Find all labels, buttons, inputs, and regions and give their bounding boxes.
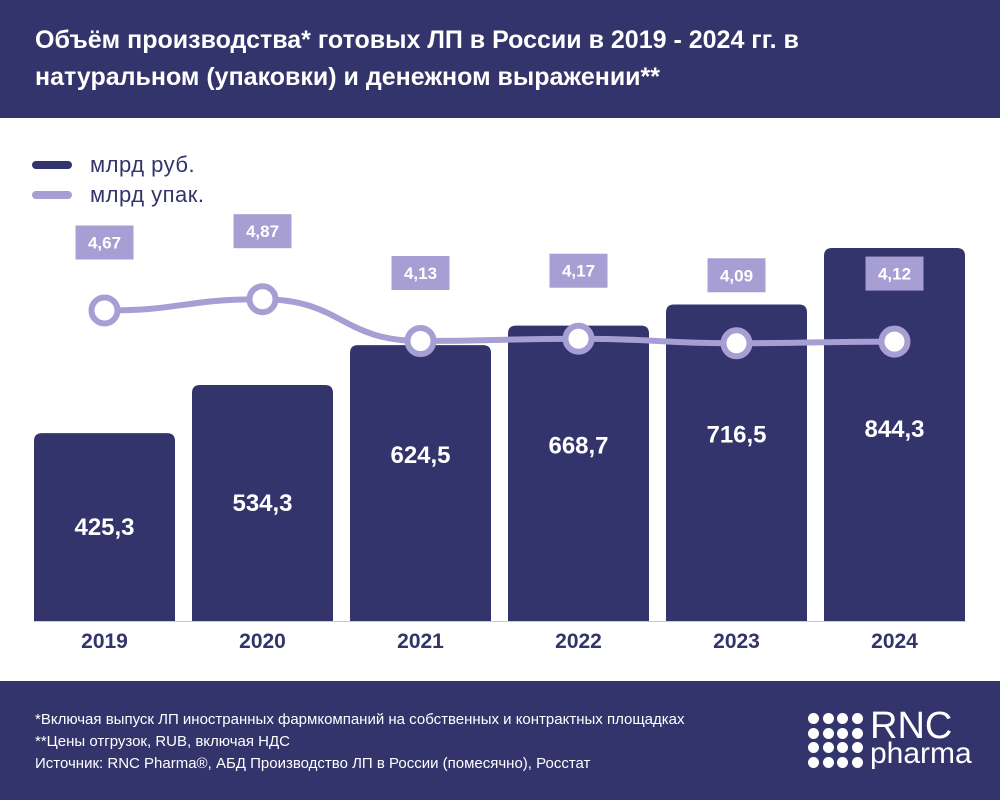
footnote-source: Источник: RNC Pharma®, АБД Производство … [35,755,591,772]
packs-value-label-2023: 4,09 [720,266,753,285]
rub-value-label-2019: 425,3 [74,514,134,541]
point-packs-2022 [562,322,595,355]
packs-label-box-2019 [75,225,134,260]
bar-2020 [192,384,333,621]
logo-dot [837,742,848,753]
logo-dot [837,713,848,724]
logo-dot [851,713,863,724]
logo-dot [822,756,834,768]
logo-dot [822,713,834,724]
legend-label-packs: млрд упак. [90,182,205,207]
x-tick-label-2024: 2024 [871,630,918,653]
logo-dot [808,727,819,739]
logo-dot [822,742,834,753]
packs-value-label-2020: 4,87 [246,222,279,241]
legend-item-packs: млрд упак. [32,180,205,210]
logo-dot [808,742,819,753]
logo-sub-text: pharma [870,737,972,770]
bar-2022 [508,325,649,621]
rub-value-label-2022: 668,7 [548,432,608,459]
legend-item-rub: млрд руб. [32,150,205,180]
footnote-foreign: *Включая выпуск ЛП иностранных фармкомпа… [35,711,685,728]
point-packs-2019 [88,294,121,327]
logo-main-text: RNC [870,705,953,747]
chart-title: Объём производства* готовых ЛП в России … [35,26,799,91]
logo-dot [837,756,848,768]
x-tick-label-2021: 2021 [397,630,444,653]
logo-dot [822,727,834,739]
logo-dot [808,713,819,724]
x-tick-label-2020: 2020 [239,630,286,653]
x-tick-label-2023: 2023 [713,630,760,653]
logo-dot [851,727,863,739]
packs-label-box-2021 [391,256,450,290]
packs-label-box-2023 [707,258,766,293]
bar-2021 [350,345,491,621]
packs-value-label-2021: 4,13 [404,264,437,283]
footer-banner: *Включая выпуск ЛП иностранных фармкомпа… [0,681,1000,800]
point-packs-2023 [720,327,753,360]
legend-swatch-packs [32,191,72,199]
packs-label-box-2024 [865,256,924,291]
packs-value-label-2022: 4,17 [562,262,595,281]
legend-swatch-rub [32,161,72,169]
x-tick-label-2019: 2019 [81,630,128,653]
legend: млрд руб. млрд упак. [32,150,205,210]
logo-dot [851,742,863,753]
rub-value-label-2020: 534,3 [232,490,292,517]
rub-value-label-2021: 624,5 [390,442,450,469]
point-packs-2020 [246,283,279,316]
chart: 4,67 4,87 4,13 4,17 4,09 4,12 425,3 534,3 624,5 6… [34,214,966,653]
logo-text: RNC pharma [870,707,972,769]
header-banner: Объём производства* готовых ЛП в России … [0,0,1000,118]
footnotes: *Включая выпуск ЛП иностранных фармкомпа… [35,709,685,775]
logo-dot [808,756,819,768]
logo-dot [851,756,863,768]
legend-label-rub: млрд руб. [90,152,196,177]
point-packs-2024 [878,325,911,358]
logo-dot [837,727,848,739]
bar-2023 [666,304,807,621]
footnote-prices: **Цены отгрузок, RUB, включая НДС [35,733,290,750]
point-packs-2021 [404,325,437,357]
packs-value-label-2024: 4,12 [878,265,911,284]
rub-value-label-2024: 844,3 [864,416,924,443]
rub-value-label-2023: 716,5 [706,422,766,449]
x-tick-label-2022: 2022 [555,630,602,653]
logo-dots-icon [808,713,866,771]
bar-2019 [34,433,175,621]
rnc-pharma-logo: RNC pharma [808,707,973,773]
packs-label-box-2022 [549,253,608,288]
packs-label-box-2020 [233,214,292,249]
series-line-packs [101,296,898,347]
packs-value-label-2019: 4,67 [88,233,121,252]
